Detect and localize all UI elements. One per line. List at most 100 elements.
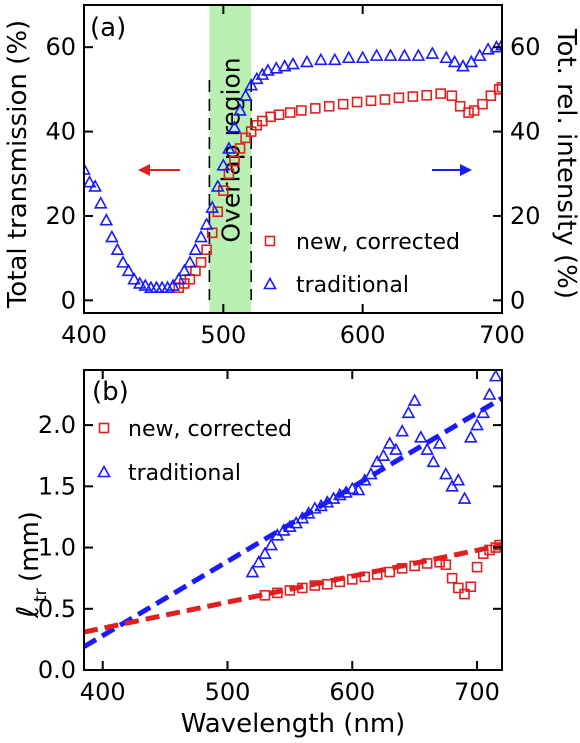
data-point-b-new-corrected [471, 561, 483, 573]
y-axis-label-b-subscript: tr [31, 588, 51, 602]
data-point-b-traditional [376, 448, 391, 462]
data-point-b-traditional [258, 546, 272, 559]
data-point-traditional [88, 179, 103, 192]
data-point-new-corrected [454, 100, 466, 112]
y-tick-label-b: 0.5 [38, 595, 76, 623]
data-point-new-corrected [284, 107, 296, 118]
data-point-traditional [464, 54, 479, 68]
ticks-b: 400 500 600 700 0.0 0.5 1.0 1.5 2.0 [38, 370, 502, 706]
panel-b: 400 500 600 700 0.0 0.5 1.0 1.5 2.0 (b) Waveleng… [11, 369, 503, 739]
data-point-b-traditional [457, 491, 472, 504]
data-point-b-traditional [414, 430, 428, 443]
x-tick-label-b: 600 [329, 678, 375, 706]
x-tick-label-b: 700 [454, 678, 500, 706]
data-point-b-traditional [283, 519, 297, 533]
data-point-new-corrected [351, 96, 363, 108]
data-point-new-corrected [379, 94, 391, 105]
y-tick-label-right: 20 [510, 202, 541, 230]
data-point-traditional [110, 242, 125, 256]
data-point-b-traditional [482, 387, 497, 400]
legend-a: new, corrected traditional [263, 230, 460, 298]
data-point-b-new-corrected [371, 569, 383, 580]
data-point-new-corrected [477, 98, 488, 110]
y-tick-label-right: 40 [510, 118, 541, 146]
data-point-traditional [183, 255, 197, 268]
data-point-b-traditional [370, 454, 385, 468]
data-point-new-corrected [195, 257, 207, 268]
data-point-new-corrected [463, 107, 474, 118]
data-point-b-new-corrected [477, 548, 489, 559]
data-point-traditional [222, 141, 236, 154]
legend-marker-traditional-b [97, 464, 111, 478]
data-point-b-traditional [395, 424, 410, 437]
legend-marker-new-corrected-b [98, 422, 110, 434]
data-point-b-traditional [357, 473, 372, 486]
data-point-traditional [177, 263, 192, 277]
y-tick-label-left: 60 [45, 33, 76, 61]
y-axis-label-left: Total transmission (%) [3, 20, 33, 309]
data-point-traditional [261, 63, 275, 76]
data-point-new-corrected [493, 84, 502, 95]
data-point-traditional [121, 263, 136, 277]
data-point-traditional [132, 276, 147, 289]
data-point-b-traditional [251, 555, 266, 568]
data-point-b-new-corrected [346, 574, 358, 585]
data-point-b-new-corrected [334, 576, 346, 588]
data-point-b-traditional [488, 370, 502, 382]
panel-a: Overlap region 400 500 600 7000204060020406… [3, 4, 580, 349]
data-point-b-new-corrected [259, 590, 271, 601]
data-point-traditional [238, 88, 253, 102]
y-axis-label-right: Tot. rel. intensity (%) [551, 28, 580, 299]
data-point-new-corrected [201, 244, 212, 256]
data-point-traditional [495, 37, 502, 51]
data-point-traditional [383, 48, 398, 61]
data-point-b-traditional [445, 479, 459, 492]
data-point-new-corrected [407, 91, 419, 102]
data-point-traditional [188, 242, 203, 256]
data-point-b-new-corrected [272, 587, 283, 599]
data-point-b-traditional [470, 417, 484, 431]
y-tick-label-left: 0 [61, 286, 76, 314]
data-point-traditional [472, 48, 487, 61]
data-point-b-traditional [326, 491, 341, 504]
data-point-new-corrected [273, 109, 285, 120]
legend-symbol-square-a [264, 235, 276, 247]
arrow-left-head [138, 164, 150, 176]
x-tick-label-b: 400 [80, 678, 126, 706]
data-point-traditional [160, 280, 175, 293]
legend-symbol-triangle-a [263, 276, 277, 290]
data-point-traditional [116, 255, 130, 268]
y-axis-label-b: ℓ tr (mm) [11, 511, 51, 619]
data-point-b-traditional [382, 436, 397, 449]
data-point-b-new-corrected [459, 588, 470, 600]
data-point-new-corrected [421, 89, 433, 101]
data-point-b-new-corrected [322, 578, 333, 590]
data-point-new-corrected [245, 126, 257, 137]
y-axis-label-b-symbol: ℓ [11, 606, 46, 619]
y-tick-label-b: 1.0 [38, 534, 76, 562]
data-point-b-traditional [314, 498, 328, 512]
data-point-traditional [194, 229, 208, 243]
data-point-traditional [327, 52, 342, 66]
data-point-traditional [105, 229, 119, 243]
data-point-b-new-corrected [309, 580, 321, 591]
data-point-b-traditional [451, 473, 466, 486]
data-point-traditional [227, 120, 242, 133]
legend-symbol-square-b [98, 422, 110, 434]
data-point-traditional [99, 213, 114, 226]
x-axis-label: Wavelength (nm) [181, 709, 406, 739]
data-point-b-new-corrected [453, 582, 464, 594]
data-point-b-traditional [432, 436, 447, 449]
legend-marker-new-corrected [264, 235, 276, 247]
data-point-new-corrected [496, 81, 502, 93]
data-point-b-traditional [245, 564, 260, 578]
y-axis-label-b-unit: (mm) [15, 511, 45, 582]
data-point-b-traditional [438, 466, 453, 480]
data-point-b-traditional [364, 466, 378, 480]
data-point-traditional [216, 158, 231, 171]
data-point-traditional [233, 103, 247, 116]
data-point-b-traditional [389, 442, 403, 455]
x-tick-label-a: 700 [479, 321, 525, 349]
data-point-b-new-corrected [446, 572, 458, 584]
